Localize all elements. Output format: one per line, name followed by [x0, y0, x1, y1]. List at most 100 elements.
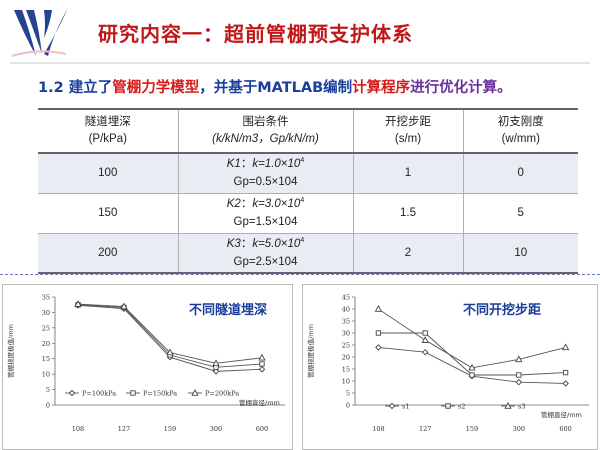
- legend-marker: [191, 388, 199, 396]
- cell-depth: 200: [38, 233, 178, 274]
- data-point: [561, 343, 570, 351]
- legend-marker: [388, 402, 396, 410]
- data-point: [421, 348, 429, 356]
- subtitle-part: 进行优化计算。: [410, 80, 512, 96]
- data-point: [258, 365, 266, 373]
- data-point: [515, 355, 523, 363]
- data-point: [212, 359, 220, 367]
- data-point: [515, 378, 523, 386]
- y-tick-label: 20: [342, 354, 350, 362]
- y-tick-label: 45: [342, 294, 350, 302]
- table-row: 100 K1：k=1.0×104 Gp=0.5×104 1 0: [38, 153, 578, 194]
- data-point: [468, 363, 476, 371]
- page-title: 研究内容一：超前管棚预支护体系: [98, 22, 413, 46]
- data-point: [166, 348, 174, 356]
- cell-rock: K1：k=1.0×104 Gp=0.5×104: [177, 153, 353, 194]
- chart-svg: 0 5 10 15 20 25 30 35 40 45 108 127 159 300 600 管棚挠度极值/…: [306, 294, 589, 433]
- cell-step: 1: [352, 153, 463, 194]
- y-tick-label: 0: [346, 402, 350, 410]
- wave-logo-icon: [11, 8, 68, 57]
- y-tick-label: 20: [42, 340, 50, 348]
- cell-depth: 150: [38, 193, 178, 234]
- cell-step: 1.5: [352, 193, 463, 234]
- legend-label: P=100kPa: [82, 390, 116, 398]
- subtitle-part: 1.2 建立了: [38, 80, 113, 96]
- x-tick-label: 300: [513, 425, 525, 433]
- data-point: [374, 304, 383, 312]
- y-tick-label: 0: [46, 402, 50, 410]
- legend-label: P=200kPa: [205, 390, 239, 398]
- x-tick-label: 127: [419, 425, 431, 433]
- data-point: [258, 353, 266, 361]
- header-step: 开挖步距 (s/m): [352, 108, 463, 154]
- cell-stiffness: 10: [462, 233, 578, 274]
- cell-rock: K3：k=5.0×104 Gp=2.5×104: [177, 233, 353, 274]
- chart-svg: 0 5 10 15 20 25 30 35 108 127 159 300 600 管棚挠度极值/mm 管棚…: [6, 294, 285, 433]
- y-axis-label: 管棚挠度极值/mm: [306, 324, 315, 378]
- subtitle: 1.2 建立了管棚力学模型，并基于MATLAB编制计算程序进行优化计算。: [38, 76, 512, 97]
- legend-marker: [68, 389, 76, 397]
- x-tick-label: 600: [256, 425, 268, 433]
- y-tick-label: 30: [342, 330, 350, 338]
- legend-marker: [445, 403, 451, 409]
- data-point: [422, 330, 428, 336]
- section-divider: [0, 274, 600, 275]
- subtitle-part: ，并基于MATLAB编制: [199, 80, 353, 96]
- table-row: 150 K2：k=3.0×104 Gp=1.5×104 1.5 5: [38, 193, 578, 234]
- x-tick-label: 127: [118, 425, 130, 433]
- data-point: [375, 330, 382, 336]
- x-axis-label: 管棚直径/mm: [541, 410, 582, 419]
- y-tick-label: 5: [346, 390, 350, 398]
- legend-marker: [130, 390, 136, 396]
- data-point: [375, 344, 382, 351]
- cell-stiffness: 5: [462, 193, 578, 234]
- x-axis-label: 管棚直径/mm: [239, 398, 280, 407]
- table-row: 200 K3：k=5.0×104 Gp=2.5×104 2 10: [38, 233, 578, 274]
- chart-title: 不同隧道埋深: [189, 303, 268, 318]
- y-tick-label: 35: [342, 318, 350, 326]
- y-tick-label: 15: [42, 355, 50, 363]
- y-tick-label: 5: [46, 386, 50, 394]
- y-tick-label: 25: [42, 324, 50, 332]
- header-divider: [10, 62, 590, 64]
- data-point: [421, 336, 429, 343]
- y-tick-label: 15: [342, 366, 350, 374]
- y-tick-label: 10: [342, 378, 350, 386]
- data-point: [562, 380, 569, 387]
- legend-label: P=150kPa: [143, 390, 177, 398]
- cell-stiffness: 0: [462, 153, 578, 194]
- chart-title: 不同开挖步距: [463, 303, 542, 318]
- x-tick-label: 300: [210, 425, 222, 433]
- y-tick-label: 35: [42, 294, 50, 302]
- data-point: [74, 300, 82, 307]
- header-stiffness: 初支刚度 (w/mm): [462, 108, 578, 154]
- subtitle-part: 计算程序: [352, 80, 411, 96]
- subtitle-part: 管棚力学模型: [112, 80, 200, 96]
- header-depth: 隧道埋深 (P/kPa): [38, 108, 178, 154]
- parameter-table: 隧道埋深 (P/kPa) 围岩条件 (k/kN/m3，Gp/kN/m) 开挖步距 (s…: [38, 108, 578, 274]
- x-tick-label: 159: [466, 425, 478, 433]
- table-header-row: 隧道埋深 (P/kPa) 围岩条件 (k/kN/m3，Gp/kN/m) 开挖步距 (s…: [38, 108, 578, 154]
- chart-burial-depth: 0 5 10 15 20 25 30 35 108 127 159 300 600 管棚挠度极值/mm 管棚…: [2, 284, 293, 450]
- data-point: [469, 372, 475, 378]
- y-tick-label: 40: [342, 306, 350, 314]
- data-point: [120, 302, 128, 310]
- y-tick-label: 30: [42, 309, 50, 317]
- x-tick-label: 600: [559, 425, 571, 433]
- cell-rock: K2：k=3.0×104 Gp=1.5×104: [177, 193, 353, 234]
- data-point: [212, 368, 220, 375]
- cell-depth: 100: [38, 153, 178, 194]
- y-tick-label: 25: [342, 342, 350, 350]
- legend-label: s3: [518, 403, 525, 411]
- cell-step: 2: [352, 233, 463, 274]
- data-point: [516, 372, 522, 378]
- data-point: [259, 361, 265, 367]
- header-rock: 围岩条件 (k/kN/m3，Gp/kN/m): [177, 108, 353, 154]
- legend-marker: [504, 401, 512, 409]
- y-tick-label: 10: [42, 371, 50, 379]
- x-tick-label: 159: [164, 425, 176, 433]
- data-point: [562, 369, 569, 376]
- x-tick-label: 108: [72, 425, 84, 433]
- chart-excavation-step: 0 5 10 15 20 25 30 35 40 45 108 127 159 300 600 管棚挠度极值/…: [302, 284, 598, 450]
- legend-label: s1: [402, 403, 409, 411]
